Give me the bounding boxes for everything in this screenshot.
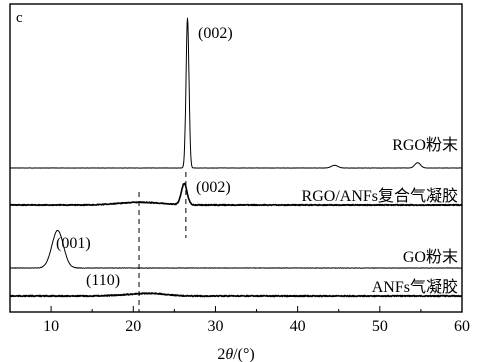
x-tick-label-40: 40 [290, 318, 306, 335]
series-label-2: RGO/ANFs复合气凝胶 [302, 187, 458, 205]
series-line-2 [9, 182, 463, 207]
series-label-3: GO粉末 [403, 248, 458, 266]
series-line-4 [9, 292, 463, 298]
x-axis-label-number: 2 [217, 346, 225, 362]
series-lines [9, 17, 463, 298]
series-label-1: RGO粉末 [392, 136, 458, 154]
series-label-4: ANFs气凝胶 [372, 278, 458, 296]
x-axis: 10 20 30 40 50 60 [9, 306, 470, 335]
x-tick-label-60: 60 [454, 318, 470, 335]
x-axis-label: 2θ/(°) [217, 346, 254, 362]
peak-labels: (002) (002) (001) (110) [56, 25, 233, 289]
dashed-reference-lines [138, 172, 187, 312]
series-labels: RGO粉末 RGO/ANFs复合气凝胶 GO粉末 ANFs气凝胶 [302, 136, 458, 296]
x-tick-label-30: 30 [207, 318, 223, 335]
peak-label-1: (002) [198, 25, 233, 42]
panel-label: c [16, 10, 23, 26]
peak-label-4: (110) [86, 272, 120, 289]
peak-label-3: (001) [56, 235, 91, 252]
x-tick-label-20: 20 [125, 318, 141, 335]
x-tick-label-10: 10 [43, 318, 59, 335]
x-axis-label-unit: /(°) [233, 346, 255, 362]
plot-frame [9, 3, 463, 313]
series-line-3 [9, 229, 463, 269]
series-line-1 [9, 17, 463, 169]
peak-label-2: (002) [196, 179, 231, 196]
x-tick-label-50: 50 [372, 318, 388, 335]
x-axis-label-symbol: θ [225, 346, 233, 362]
